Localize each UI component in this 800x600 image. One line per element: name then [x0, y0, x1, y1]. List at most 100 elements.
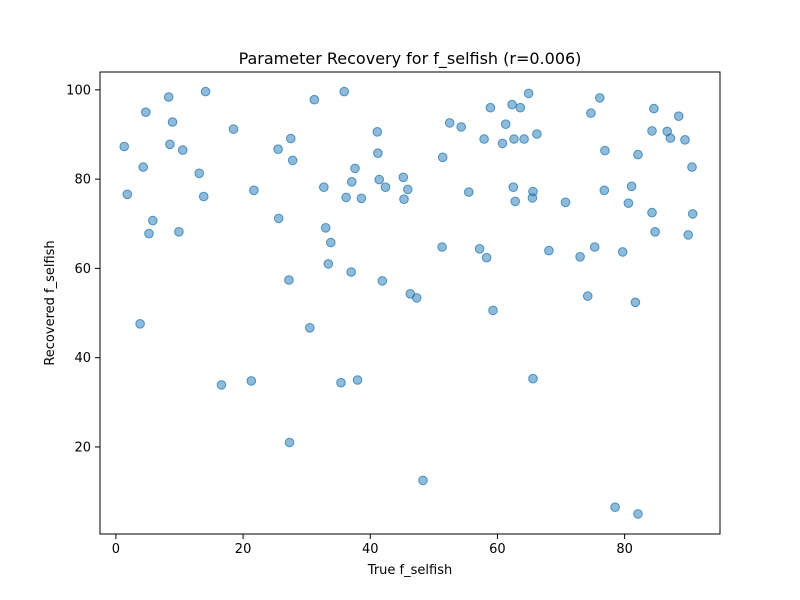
data-point-21: [284, 275, 294, 285]
data-point-9: [167, 117, 178, 127]
y-tick-label: 80: [74, 173, 91, 188]
data-point-24: [287, 155, 298, 166]
data-point-46: [403, 184, 413, 195]
x-axis-label: True f_selfish: [367, 563, 452, 578]
data-point-28: [320, 223, 331, 233]
data-point-26: [309, 94, 320, 105]
data-point-74: [560, 197, 571, 208]
data-point-92: [650, 227, 660, 237]
data-point-99: [687, 209, 698, 219]
data-point-12: [194, 168, 204, 179]
data-point-51: [437, 152, 448, 163]
data-point-8: [165, 139, 175, 150]
data-point-13: [198, 191, 209, 202]
data-point-77: [586, 108, 596, 118]
data-point-11: [177, 145, 188, 155]
data-point-72: [532, 129, 542, 139]
data-point-68: [523, 88, 534, 99]
data-point-44: [398, 172, 409, 183]
data-point-52: [444, 118, 455, 128]
data-point-41: [374, 174, 385, 185]
data-point-55: [474, 244, 485, 254]
data-point-17: [246, 376, 257, 386]
data-point-80: [599, 185, 610, 196]
data-point-16: [228, 124, 239, 134]
x-tick-label: 0: [112, 542, 120, 557]
data-point-10: [174, 227, 184, 237]
y-axis-label: Recovered f_selfish: [43, 240, 58, 365]
y-tick-label: 40: [74, 351, 91, 366]
y-tick-label: 60: [74, 262, 91, 277]
data-point-82: [610, 502, 620, 513]
data-point-54: [464, 187, 474, 197]
data-point-50: [437, 242, 447, 252]
data-point-31: [336, 377, 346, 388]
data-point-27: [319, 182, 329, 192]
data-point-40: [373, 148, 383, 158]
data-point-90: [647, 207, 657, 218]
data-point-18: [249, 185, 259, 196]
data-point-14: [200, 86, 211, 97]
data-point-5: [144, 228, 154, 239]
data-point-96: [680, 135, 690, 145]
chart-title: Parameter Recovery for f_selfish (r=0.00…: [239, 49, 582, 69]
x-tick-label: 40: [362, 542, 379, 557]
data-point-7: [163, 92, 174, 102]
data-point-64: [509, 134, 519, 144]
data-point-86: [630, 297, 641, 308]
data-point-95: [673, 111, 684, 121]
data-point-73: [544, 245, 554, 256]
data-point-20: [273, 213, 284, 224]
data-point-32: [339, 86, 350, 97]
data-point-6: [148, 215, 158, 226]
data-point-22: [284, 437, 295, 448]
data-point-85: [626, 181, 637, 192]
data-point-66: [515, 102, 526, 113]
data-point-4: [141, 107, 151, 117]
data-point-30: [326, 237, 336, 248]
data-point-83: [617, 247, 628, 257]
data-point-48: [411, 293, 422, 303]
data-point-56: [479, 134, 489, 144]
data-point-94: [665, 133, 676, 143]
data-point-1: [122, 189, 133, 200]
data-point-70: [528, 186, 538, 197]
data-point-25: [305, 323, 315, 333]
data-point-36: [350, 163, 360, 174]
data-point-65: [510, 196, 521, 207]
data-point-62: [507, 99, 517, 110]
plot-area-frame: [99, 71, 721, 535]
data-point-29: [323, 259, 334, 269]
data-point-35: [347, 177, 357, 187]
data-point-88: [633, 509, 643, 519]
data-point-67: [519, 134, 529, 144]
data-point-57: [481, 252, 492, 263]
data-point-58: [485, 102, 496, 113]
data-point-15: [216, 380, 227, 390]
data-point-49: [418, 475, 428, 486]
data-point-37: [352, 375, 363, 385]
data-point-2: [135, 319, 145, 329]
data-point-0: [119, 141, 129, 152]
data-point-78: [589, 242, 600, 252]
data-point-42: [377, 276, 388, 286]
data-point-19: [273, 144, 283, 154]
data-point-59: [488, 305, 498, 316]
data-point-76: [582, 291, 593, 301]
data-point-89: [647, 126, 657, 136]
data-point-34: [346, 267, 357, 277]
y-tick-label: 20: [74, 440, 91, 455]
data-point-61: [500, 119, 511, 129]
data-point-3: [138, 162, 148, 172]
data-point-53: [456, 122, 467, 132]
data-point-60: [497, 138, 508, 149]
data-point-91: [649, 103, 659, 114]
y-tick-label: 100: [66, 83, 91, 98]
data-point-98: [687, 162, 697, 172]
data-point-75: [575, 251, 585, 262]
data-point-63: [508, 182, 519, 192]
data-point-39: [372, 127, 383, 137]
data-point-45: [399, 194, 409, 204]
